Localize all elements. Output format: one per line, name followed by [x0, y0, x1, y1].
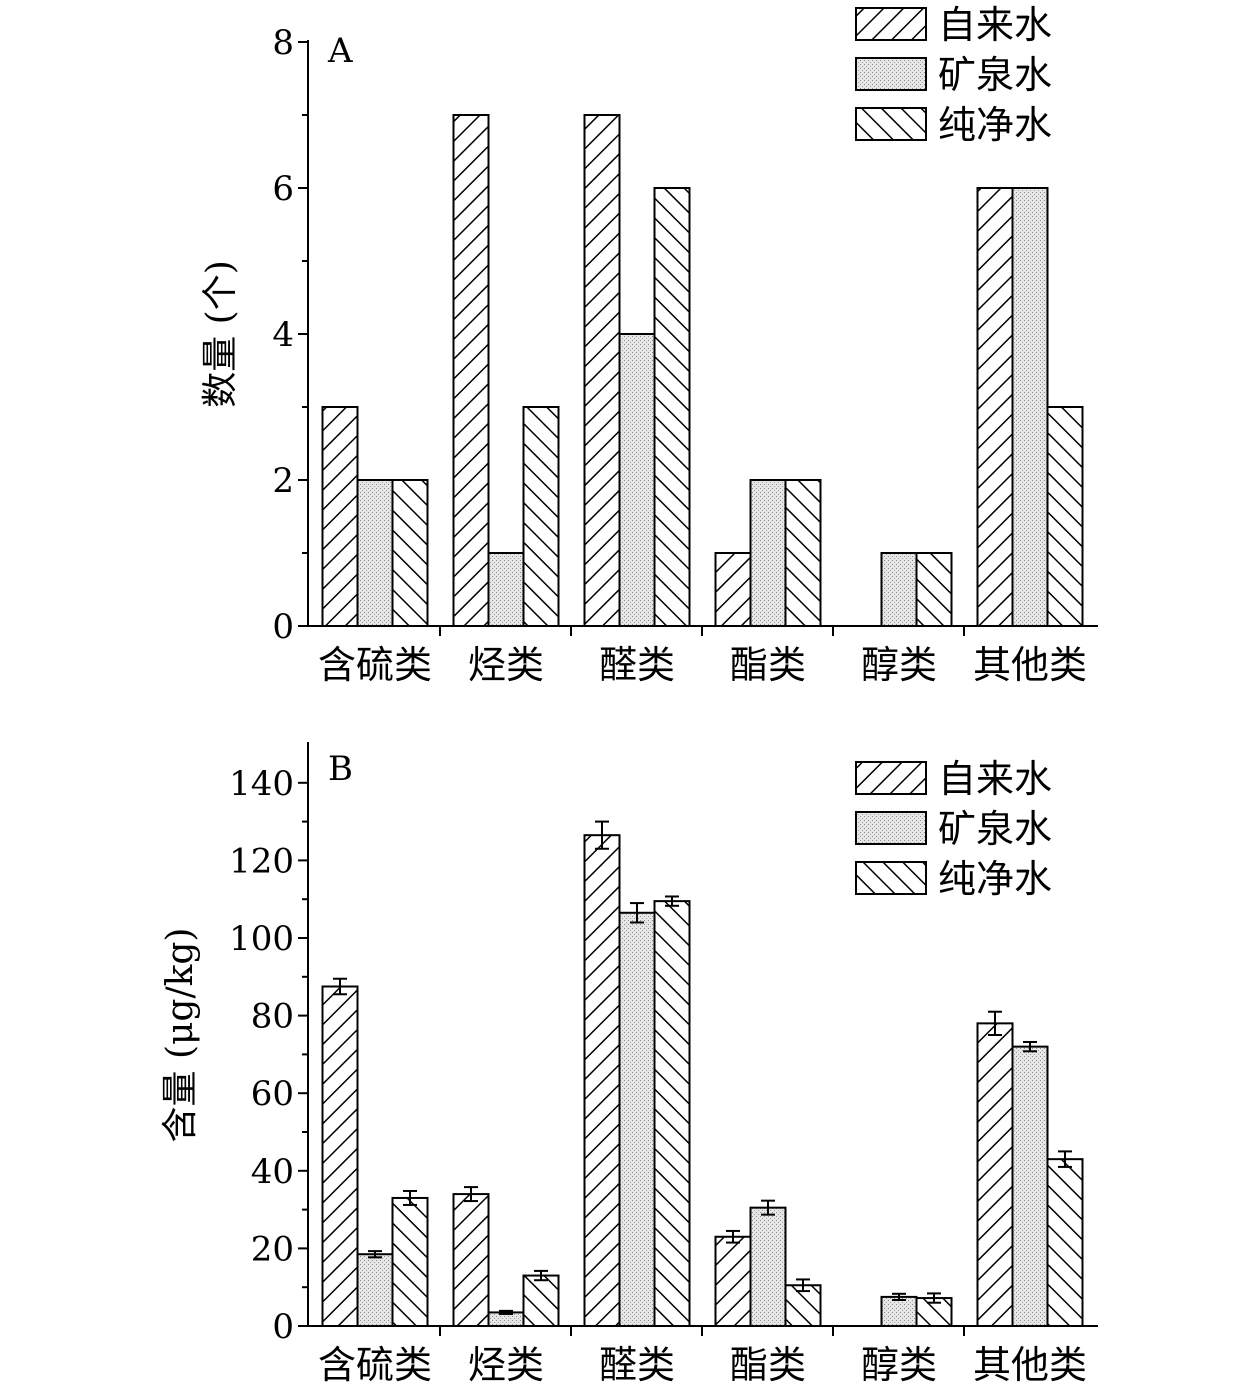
x-category-label: 含硫类: [318, 1343, 432, 1387]
y-axis-title: 数量 (个): [200, 260, 241, 408]
y-tick-label: 0: [272, 1307, 294, 1347]
y-tick-label: 6: [272, 169, 294, 209]
legend-label: 纯净水: [938, 857, 1052, 901]
bar-2-3: [784, 479, 822, 627]
y-tick-label: 4: [272, 315, 294, 355]
bar-1-0: [356, 479, 394, 627]
bar-2-4: [915, 552, 953, 627]
bar-1-3: [749, 1206, 787, 1328]
bar-1-4: [880, 552, 918, 627]
bar-0-0: [321, 985, 359, 1327]
y-tick-label: 100: [229, 919, 294, 959]
x-category-label: 其他类: [973, 1343, 1087, 1387]
legend-swatch: [855, 761, 927, 795]
x-category-label: 其他类: [973, 643, 1087, 687]
chart-panel-b: 0 20 40 60 80 100 120 140 含硫类 烃类 醛类 酯类 醇类 其他类 含量 (μg/k…: [160, 742, 1098, 1387]
x-category-label: 含硫类: [318, 643, 432, 687]
legend-swatch: [855, 7, 927, 41]
bar-1-0: [356, 1253, 394, 1327]
bar-0-2: [583, 834, 621, 1327]
x-category-label: 酯类: [730, 1343, 806, 1387]
bar-1-3: [749, 479, 787, 627]
x-category-label: 醇类: [861, 1343, 937, 1387]
bar-1-1: [487, 552, 525, 627]
x-category-label: 烃类: [468, 643, 544, 687]
y-tick-label: 40: [251, 1152, 294, 1192]
bar-0-5: [976, 1022, 1014, 1327]
bar-2-1: [522, 406, 560, 627]
y-tick-label: 0: [272, 607, 294, 647]
x-category-label: 酯类: [730, 643, 806, 687]
bar-1-5: [1011, 1045, 1049, 1327]
bar-1-2: [618, 911, 656, 1328]
bar-0-5: [976, 187, 1014, 627]
bar-0-1: [452, 114, 490, 627]
legend-swatch: [855, 811, 927, 845]
y-tick-label: 80: [251, 997, 294, 1037]
bar-2-2: [653, 900, 691, 1327]
bar-2-0: [391, 479, 429, 627]
x-category-label: 烃类: [468, 1343, 544, 1387]
panel-label: A: [327, 31, 353, 71]
bar-0-3: [714, 552, 752, 627]
bar-2-1: [522, 1274, 560, 1328]
bar-0-2: [583, 114, 621, 627]
legend-label: 自来水: [938, 3, 1052, 47]
bar-1-5: [1011, 187, 1049, 627]
legend-swatch: [855, 861, 927, 895]
x-category-label: 醇类: [861, 643, 937, 687]
bar-2-2: [653, 187, 691, 627]
legend-label: 自来水: [938, 757, 1052, 801]
bar-1-2: [618, 333, 656, 627]
panel-label: B: [328, 749, 353, 789]
legend-label: 矿泉水: [938, 53, 1052, 97]
bar-0-3: [714, 1235, 752, 1328]
legend-swatch: [855, 57, 927, 91]
y-tick-label: 140: [229, 764, 294, 804]
bar-0-0: [321, 406, 359, 627]
x-category-label: 醛类: [599, 1343, 675, 1387]
bar-2-0: [391, 1196, 429, 1327]
y-tick-label: 20: [251, 1229, 294, 1269]
bar-0-1: [452, 1193, 490, 1327]
bar-2-5: [1046, 1158, 1084, 1328]
y-tick-label: 60: [251, 1074, 294, 1114]
y-tick-label: 120: [229, 841, 294, 881]
legend-label: 纯净水: [938, 103, 1052, 147]
legend-label: 矿泉水: [938, 807, 1052, 851]
y-tick-label: 8: [272, 23, 294, 63]
bar-1-4: [880, 1295, 918, 1328]
x-category-label: 醛类: [599, 643, 675, 687]
legend-swatch: [855, 107, 927, 141]
y-axis-title: 含量 (μg/kg): [160, 928, 201, 1143]
bar-2-5: [1046, 406, 1084, 627]
y-tick-label: 2: [272, 461, 294, 501]
